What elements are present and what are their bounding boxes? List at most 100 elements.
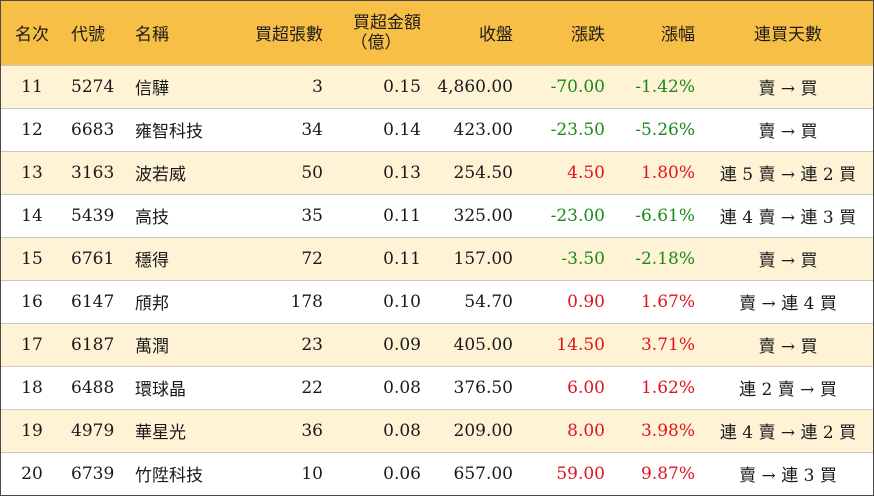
header-buy-amount: 買超金額 （億）	[331, 1, 429, 65]
cell-buy-volume: 3	[312, 76, 323, 97]
table-row: 11 5274 信驊 3 0.15 4,860.00 -70.00 -1.42% 賣 → 買	[1, 65, 873, 108]
cell-close: 157.00	[453, 248, 513, 269]
cell-buy-volume: 22	[301, 377, 323, 398]
table-row: 19 4979 華星光 36 0.08 209.00 8.00 3.98% 連 4 賣 → 連 …	[1, 409, 873, 452]
cell-buy-amount: 0.08	[383, 420, 421, 441]
cell-name: 波若威	[135, 165, 186, 185]
header-rank: 名次	[15, 25, 49, 46]
header-buy-volume: 買超張數	[255, 25, 323, 46]
cell-change: 0.90	[567, 291, 605, 312]
cell-change-pct: 1.62%	[640, 377, 695, 398]
cell-buy-volume: 178	[290, 291, 323, 312]
header-name: 名稱	[135, 25, 169, 46]
cell-change: 14.50	[556, 334, 605, 355]
cell-name: 信驊	[135, 79, 169, 99]
table-row: 14 5439 高技 35 0.11 325.00 -23.00 -6.61% 連 4 賣 → …	[1, 194, 873, 237]
cell-name: 頎邦	[135, 294, 169, 314]
header-row: 名次 代號 名稱 買超張數 買超金額 （億） 收盤 漲跌 漲幅 連買天數	[1, 1, 873, 65]
cell-close: 405.00	[453, 334, 513, 355]
cell-change-pct: -5.26%	[635, 119, 695, 140]
cell-close: 376.50	[453, 377, 513, 398]
table-row: 20 6739 竹陞科技 10 0.06 657.00 59.00 9.87% 賣 → 連 3 …	[1, 452, 873, 495]
table-row: 16 6147 頎邦 178 0.10 54.70 0.90 1.67% 賣 → 連 4 買	[1, 280, 873, 323]
cell-rank: 19	[21, 420, 43, 441]
cell-buy-volume: 34	[301, 119, 323, 140]
cell-buy-amount: 0.11	[383, 205, 421, 226]
cell-rank: 20	[21, 463, 43, 484]
cell-code: 5439	[71, 205, 115, 226]
cell-name: 華星光	[135, 423, 186, 443]
cell-code: 4979	[71, 420, 115, 441]
cell-change: -70.00	[550, 76, 605, 97]
cell-code: 5274	[71, 76, 115, 97]
cell-change: 59.00	[556, 463, 605, 484]
cell-buy-amount: 0.10	[383, 291, 421, 312]
table-row: 17 6187 萬潤 23 0.09 405.00 14.50 3.71% 賣 → 買	[1, 323, 873, 366]
cell-streak: 連 4 賣 → 連 2 買	[719, 423, 857, 443]
cell-change-pct: 1.67%	[640, 291, 695, 312]
cell-buy-amount: 0.09	[383, 334, 421, 355]
cell-change-pct: -1.42%	[635, 76, 695, 97]
header-buy-amount-line1: 買超金額	[353, 12, 421, 33]
cell-change: 8.00	[567, 420, 605, 441]
cell-buy-volume: 72	[301, 248, 323, 269]
cell-close: 4,860.00	[437, 76, 513, 97]
cell-rank: 16	[21, 291, 43, 312]
cell-change-pct: 9.87%	[640, 463, 695, 484]
cell-streak: 賣 → 買	[758, 337, 818, 357]
cell-rank: 11	[21, 76, 43, 97]
cell-code: 6147	[71, 291, 115, 312]
table-row: 13 3163 波若威 50 0.13 254.50 4.50 1.80% 連 5 賣 → 連 …	[1, 151, 873, 194]
cell-code: 6739	[71, 463, 115, 484]
table-body: 11 5274 信驊 3 0.15 4,860.00 -70.00 -1.42% 賣 → 買 12…	[1, 65, 873, 495]
cell-streak: 連 5 賣 → 連 2 買	[719, 165, 857, 185]
cell-change: 4.50	[567, 162, 605, 183]
cell-buy-amount: 0.08	[383, 377, 421, 398]
header-streak: 連買天數	[754, 25, 822, 46]
cell-rank: 14	[21, 205, 43, 226]
table-row: 18 6488 環球晶 22 0.08 376.50 6.00 1.62% 連 2 賣 → 買	[1, 366, 873, 409]
cell-streak: 賣 → 買	[758, 122, 818, 142]
cell-streak: 連 4 賣 → 連 3 買	[719, 208, 857, 228]
cell-close: 325.00	[453, 205, 513, 226]
cell-streak: 賣 → 買	[758, 251, 818, 271]
cell-change-pct: 1.80%	[640, 162, 695, 183]
cell-change-pct: -6.61%	[635, 205, 695, 226]
header-code: 代號	[71, 25, 105, 46]
cell-name: 穩得	[135, 251, 169, 271]
cell-name: 竹陞科技	[135, 466, 203, 487]
cell-rank: 12	[21, 119, 43, 140]
cell-buy-amount: 0.13	[383, 162, 421, 183]
cell-streak: 賣 → 買	[758, 79, 818, 99]
cell-buy-amount: 0.15	[383, 76, 421, 97]
cell-change-pct: 3.71%	[640, 334, 695, 355]
cell-buy-volume: 36	[301, 420, 323, 441]
cell-streak: 賣 → 連 4 買	[739, 294, 837, 314]
cell-close: 657.00	[453, 463, 513, 484]
table-row: 15 6761 穩得 72 0.11 157.00 -3.50 -2.18% 賣 → 買	[1, 237, 873, 280]
cell-name: 雍智科技	[135, 122, 203, 142]
cell-buy-amount: 0.14	[383, 119, 421, 140]
cell-buy-volume: 50	[301, 162, 323, 183]
cell-streak: 連 2 賣 → 買	[739, 380, 837, 400]
cell-buy-volume: 23	[301, 334, 323, 355]
cell-code: 3163	[71, 162, 115, 183]
cell-rank: 13	[21, 162, 43, 183]
cell-rank: 18	[21, 377, 43, 398]
cell-code: 6187	[71, 334, 115, 355]
cell-close: 423.00	[453, 119, 513, 140]
cell-rank: 17	[21, 334, 43, 355]
header-close: 收盤	[479, 25, 513, 46]
cell-buy-amount: 0.11	[383, 248, 421, 269]
header-change-pct: 漲幅	[661, 25, 695, 46]
cell-buy-volume: 10	[301, 463, 323, 484]
cell-streak: 賣 → 連 3 買	[739, 466, 837, 487]
cell-close: 254.50	[453, 162, 513, 183]
table-row: 12 6683 雍智科技 34 0.14 423.00 -23.50 -5.26% 賣 → 買	[1, 108, 873, 151]
cell-change: -23.00	[550, 205, 605, 226]
cell-code: 6761	[71, 248, 115, 269]
header-buy-amount-line2: （億）	[350, 32, 402, 53]
cell-buy-amount: 0.06	[383, 463, 421, 484]
